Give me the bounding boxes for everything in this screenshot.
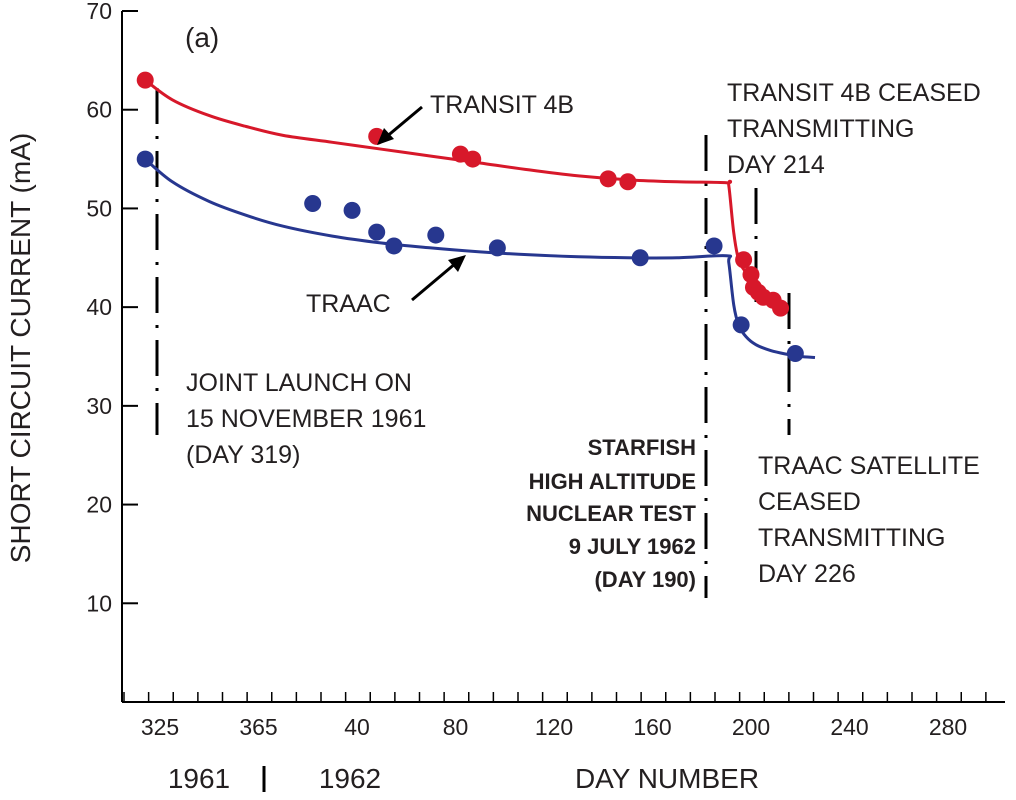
- traac-data-point: [786, 345, 804, 363]
- year-label-1962: 1962: [319, 763, 381, 794]
- starfish-line-3: NUCLEAR TEST: [526, 501, 696, 526]
- x-tick-label: 160: [633, 714, 671, 740]
- traac-ceased-annotation: TRAAC SATELLITE CEASED TRANSMITTING DAY …: [758, 452, 980, 588]
- transit-data-point: [599, 170, 617, 188]
- panel-label: (a): [185, 22, 219, 53]
- x-tick-label: 80: [443, 714, 469, 740]
- y-tick-label: 40: [86, 294, 112, 320]
- traac-arrow: [411, 261, 457, 302]
- starfish-annotation: STARFISH HIGH ALTITUDE NUCLEAR TEST 9 JU…: [526, 435, 696, 592]
- traac-data-point: [136, 150, 154, 168]
- transit-data-point: [464, 150, 482, 168]
- event-lines: [155, 88, 791, 598]
- x-tick-label: 280: [929, 714, 967, 740]
- starfish-line-2: HIGH ALTITUDE: [529, 469, 696, 494]
- traac-data-point: [705, 237, 723, 255]
- traac-data-point: [385, 237, 403, 255]
- x-axis-label: DAY NUMBER: [575, 763, 759, 794]
- traac-data-point: [427, 226, 445, 244]
- traac-ceased-line-4: DAY 226: [758, 560, 856, 588]
- transit-data-point: [742, 266, 760, 284]
- transit-ceased-annotation: TRANSIT 4B CEASED TRANSMITTING DAY 214: [727, 79, 981, 179]
- axes: [121, 11, 1005, 703]
- starfish-line-1: STARFISH: [588, 435, 696, 460]
- transit-data-point: [772, 299, 790, 317]
- launch-line-3: (DAY 319): [186, 441, 300, 469]
- y-tick-label: 30: [86, 393, 112, 419]
- traac-data-point: [343, 201, 361, 219]
- transit-ceased-line-1: TRANSIT 4B CEASED: [727, 79, 981, 107]
- traac-data-point: [304, 194, 322, 212]
- traac-data-point: [368, 223, 386, 241]
- starfish-line-5: (DAY 190): [594, 567, 696, 592]
- x-tick-label: 325: [141, 714, 179, 740]
- transit-data-point: [619, 173, 637, 191]
- x-tick-label: 120: [535, 714, 573, 740]
- series-label-traac: TRAAC: [306, 290, 391, 318]
- transit-arrow: [384, 105, 423, 140]
- y-tick-label: 20: [86, 492, 112, 518]
- traac-arrowhead: [448, 255, 466, 272]
- launch-line-2: 15 NOVEMBER 1961: [186, 405, 426, 433]
- traac-ceased-line-2: CEASED: [758, 488, 861, 516]
- transit-arrowhead: [377, 128, 394, 145]
- y-axis-label: SHORT CIRCUIT CURRENT (mA): [5, 133, 36, 563]
- launch-line-1: JOINT LAUNCH ON: [186, 369, 412, 397]
- traac-ceased-line-3: TRANSMITTING: [758, 524, 946, 552]
- traac-curve: [144, 157, 816, 359]
- transit-data-point: [735, 251, 753, 269]
- x-tick-label: 200: [732, 714, 770, 740]
- y-tick-label: 70: [86, 0, 112, 24]
- transit-data-point: [136, 71, 154, 89]
- series-curves: [144, 78, 816, 359]
- starfish-line-4: 9 JULY 1962: [569, 534, 696, 559]
- traac-ceased-line-1: TRAAC SATELLITE: [758, 452, 980, 480]
- x-axis-ticks: 325 365 40 80 120 160 200 240 280: [123, 692, 987, 740]
- transit-ceased-line-3: DAY 214: [727, 151, 825, 179]
- series-label-transit: TRANSIT 4B: [430, 91, 574, 119]
- label-arrows: [377, 105, 466, 302]
- transit-ceased-line-2: TRANSMITTING: [727, 115, 915, 143]
- y-tick-label: 60: [86, 97, 112, 123]
- x-tick-label: 365: [239, 714, 277, 740]
- traac-data-point: [631, 249, 649, 267]
- x-tick-label: 240: [830, 714, 868, 740]
- y-tick-label: 50: [86, 195, 112, 221]
- launch-annotation: JOINT LAUNCH ON 15 NOVEMBER 1961 (DAY 31…: [186, 369, 426, 469]
- year-label-1961: 1961: [168, 763, 230, 794]
- traac-data-point: [488, 239, 506, 257]
- y-tick-label: 10: [86, 590, 112, 616]
- traac-data-point: [732, 316, 750, 334]
- x-tick-label: 40: [344, 714, 370, 740]
- y-axis-ticks: 10 20 30 40 50 60 70: [86, 0, 138, 616]
- series-points: [136, 71, 804, 363]
